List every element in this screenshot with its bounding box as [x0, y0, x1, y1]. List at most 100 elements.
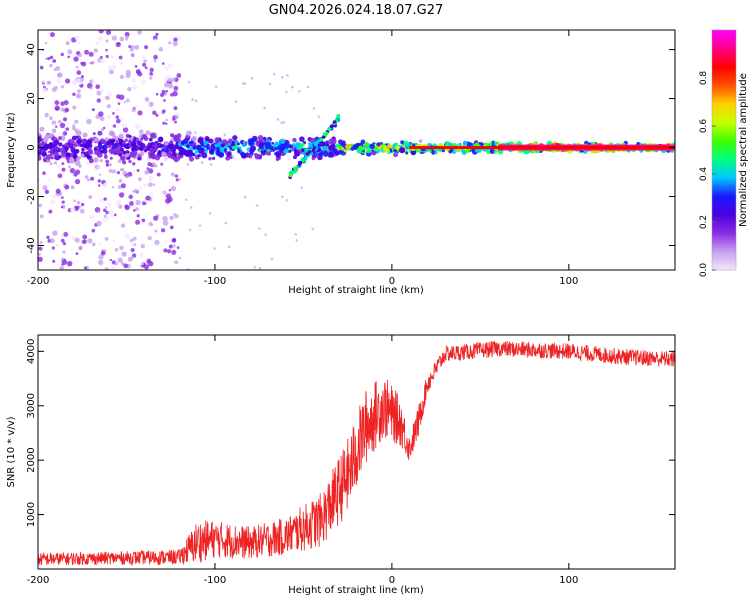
spectrogram-noise-point — [295, 239, 299, 242]
spectrogram-noise-point — [73, 199, 76, 203]
spectrogram-noise-point — [82, 234, 88, 240]
spectrogram-branch-point — [302, 157, 307, 161]
spectrogram-ridge-point — [108, 130, 115, 137]
spectrogram-ridge-point — [140, 137, 144, 141]
spectrogram-noise-point — [69, 167, 76, 174]
spectrogram-y-tick-label: 20 — [26, 92, 37, 105]
spectrogram-noise-point — [108, 168, 113, 173]
spectrogram-noise-point — [165, 89, 169, 93]
spectrogram-noise-point — [152, 110, 157, 116]
spectrogram-noise-point — [131, 52, 135, 57]
colorbar-tick-label: 0.8 — [699, 71, 709, 86]
spectrogram-branch-point — [292, 170, 297, 174]
spectrogram-noise-point — [44, 112, 49, 118]
spectrogram-noise-point — [129, 238, 134, 243]
spectrogram-ridge-point — [448, 142, 453, 147]
spectrogram-ridge-point — [148, 137, 153, 142]
spectrogram-ridge-point — [311, 156, 316, 161]
spectrogram-noise-point — [145, 195, 151, 201]
spectrogram-branch-point — [327, 127, 332, 131]
spectrogram-noise-point — [137, 30, 143, 35]
spectrogram-noise-point — [169, 225, 174, 230]
spectrogram-ridge-point — [149, 132, 156, 139]
spectrogram-ridge-point — [238, 146, 242, 150]
spectrogram-noise-point — [79, 208, 85, 214]
spectrogram-ridge-point — [58, 142, 63, 147]
spectrogram-ridge-point — [364, 141, 370, 147]
spectrogram-ridge-point — [124, 138, 129, 143]
spectrogram-noise-point — [97, 179, 102, 183]
spectrogram-noise-point — [121, 251, 127, 257]
spectrogram-noise-point — [64, 184, 70, 190]
spectrogram-noise-point — [38, 203, 43, 207]
spectrogram-noise-point — [136, 168, 140, 172]
spectrogram-noise-point — [118, 94, 125, 101]
spectrogram-ridge-point — [124, 143, 131, 150]
spectrogram-ridge-point — [206, 143, 210, 147]
spectrogram-noise-point — [98, 241, 101, 245]
spectrogram-noise-point — [97, 259, 104, 266]
spectrogram-noise-point — [59, 265, 65, 270]
spectrogram-noise-point — [39, 241, 43, 245]
spectrogram-noise-point — [168, 244, 173, 249]
spectrogram-noise-point — [198, 224, 202, 227]
spectrogram-noise-point — [94, 165, 98, 168]
spectrogram-noise-point — [51, 246, 55, 250]
spectrogram-y-tick-label: 40 — [26, 43, 37, 56]
spectrogram-y-tick-label: -40 — [26, 237, 37, 253]
spectrogram-branch-point — [336, 114, 340, 119]
snr-x-label: Height of straight line (km) — [288, 585, 424, 596]
spectrogram-noise-point — [105, 159, 110, 164]
spectrogram-noise-point — [78, 245, 83, 251]
spectrogram-ridge-point — [178, 150, 184, 156]
spectrogram-noise-point — [191, 98, 194, 101]
spectrogram-branch-point — [314, 143, 318, 147]
spectrogram-noise-point — [119, 168, 123, 172]
spectrogram-noise-point — [103, 182, 108, 188]
spectrogram-noise-point — [100, 250, 106, 256]
spectrogram-ridge-point — [78, 164, 82, 168]
spectrogram-noise-point — [172, 118, 175, 121]
spectrogram-noise-point — [186, 163, 190, 166]
spectrogram-noise-point — [109, 258, 113, 262]
spectrogram-noise-point — [96, 220, 102, 227]
spectrogram-noise-point — [110, 213, 115, 218]
spectrogram-noise-point — [214, 85, 218, 88]
spectrogram-noise-point — [165, 66, 170, 71]
spectrogram-noise-point — [258, 227, 261, 230]
spectrogram-noise-point — [39, 65, 44, 70]
spectrogram-noise-point — [95, 84, 101, 90]
spectrogram-ridge-point — [88, 140, 93, 144]
spectrogram-ridge-point — [295, 141, 301, 147]
spectrogram-noise-point — [173, 37, 178, 42]
spectrogram-ridge-point — [49, 152, 54, 156]
spectrogram-ridge-point — [204, 135, 210, 142]
spectrogram-noise-point — [55, 243, 59, 247]
spectrogram-noise-point — [148, 101, 154, 107]
spectrogram-ridge-point — [231, 142, 235, 147]
spectrogram-noise-point — [88, 79, 94, 84]
snr-y-tick-label: 4000 — [26, 339, 37, 364]
spectrogram-noise-point — [300, 186, 304, 189]
spectrogram-noise-point — [170, 93, 174, 97]
spectrogram-noise-point — [85, 161, 90, 165]
spectrogram-noise-point — [55, 66, 61, 71]
spectrogram-frame — [37, 29, 676, 271]
spectrogram-ridge-point — [328, 145, 334, 151]
spectrogram-noise-point — [38, 252, 42, 256]
spectrogram-ridge-point — [262, 136, 267, 142]
spectrogram-ridge-point — [157, 149, 162, 155]
spectrogram-noise-point — [172, 77, 176, 82]
spectrogram-noise-point — [173, 85, 179, 91]
spectrogram-ridge-point — [137, 140, 143, 147]
spectrogram-noise-point — [54, 125, 58, 128]
spectrogram-noise-point — [154, 229, 158, 233]
spectrogram-ridge-point — [118, 153, 123, 157]
spectrogram-noise-point — [120, 117, 125, 122]
spectrogram-ridge-point — [87, 149, 94, 155]
spectrogram-noise-point — [88, 61, 92, 65]
spectrogram-noise-point — [167, 77, 174, 84]
spectrogram-ridge-point — [274, 141, 280, 147]
spectrogram-ridge-point — [309, 137, 316, 143]
spectrogram-ridge-point — [83, 151, 89, 157]
